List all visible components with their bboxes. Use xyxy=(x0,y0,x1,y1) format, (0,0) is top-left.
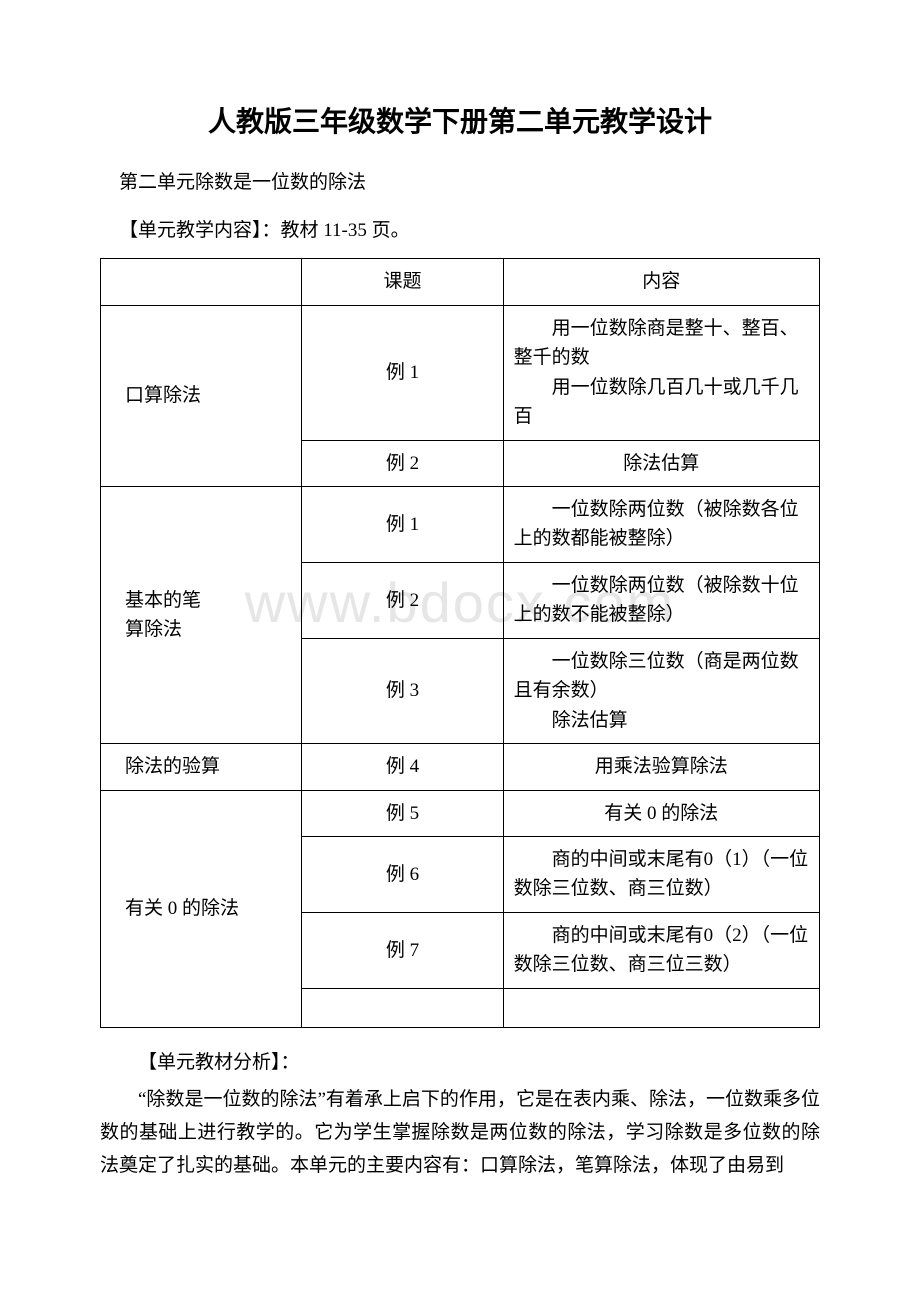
empty-cell xyxy=(503,988,819,1027)
topic-cell: 例 7 xyxy=(302,912,503,988)
unit-outline-table: 课题 内容 口算除法 例 1 用一位数除商是整十、整百、整千的数 用一位数除几百… xyxy=(100,258,820,1027)
content-cell: 用乘法验算除法 xyxy=(503,744,819,790)
analysis-body: “除数是一位数的除法”有着承上启下的作用，它是在表内乘、除法，一位数乘多位数的基… xyxy=(100,1083,820,1183)
empty-cell xyxy=(302,988,503,1027)
header-cell-content: 内容 xyxy=(503,259,819,305)
unit-subtitle: 第二单元除数是一位数的除法 xyxy=(100,166,820,200)
content-cell: 一位数除两位数（被除数十位上的数不能被整除） xyxy=(503,562,819,638)
section-label: 基本的笔 算除法 xyxy=(101,487,302,744)
section-label: 口算除法 xyxy=(101,305,302,486)
table-row: 有关 0 的除法 例 5 有关 0 的除法 xyxy=(101,790,820,836)
section-label: 除法的验算 xyxy=(101,744,302,790)
content-line: 除法估算 xyxy=(514,706,809,735)
content-line: 用一位数除几百几十或几千几百 xyxy=(514,373,809,432)
content-line: 一位数除两位数（被除数各位上的数都能被整除） xyxy=(514,495,809,554)
content-line: 用一位数除商是整十、整百、整千的数 xyxy=(514,314,809,373)
document-page: www.bdocx.com 人教版三年级数学下册第二单元教学设计 第二单元除数是… xyxy=(0,0,920,1302)
section-label: 有关 0 的除法 xyxy=(101,790,302,1027)
header-cell-topic: 课题 xyxy=(302,259,503,305)
topic-cell: 例 6 xyxy=(302,836,503,912)
document-title: 人教版三年级数学下册第二单元教学设计 xyxy=(100,100,820,140)
topic-cell: 例 2 xyxy=(302,562,503,638)
content-line: 商的中间或末尾有0（2）（一位数除三位数、商三位三数） xyxy=(514,921,809,980)
content-cell: 一位数除三位数（商是两位数且有余数） 除法估算 xyxy=(503,638,819,743)
topic-cell: 例 5 xyxy=(302,790,503,836)
content-cell: 商的中间或末尾有0（1）（一位数除三位数、商三位数） xyxy=(503,836,819,912)
table-header-row: 课题 内容 xyxy=(101,259,820,305)
content-line: 一位数除两位数（被除数十位上的数不能被整除） xyxy=(514,571,809,630)
document-content: 人教版三年级数学下册第二单元教学设计 第二单元除数是一位数的除法 【单元教学内容… xyxy=(100,100,820,1183)
unit-content-range: 【单元教学内容】：教材 11-35 页。 xyxy=(100,214,820,248)
header-cell-blank xyxy=(101,259,302,305)
table-row: 口算除法 例 1 用一位数除商是整十、整百、整千的数 用一位数除几百几十或几千几… xyxy=(101,305,820,440)
topic-cell: 例 2 xyxy=(302,440,503,486)
section-label-line: 基本的笔 xyxy=(125,586,291,615)
table-row: 除法的验算 例 4 用乘法验算除法 xyxy=(101,744,820,790)
content-cell: 有关 0 的除法 xyxy=(503,790,819,836)
content-cell: 一位数除两位数（被除数各位上的数都能被整除） xyxy=(503,487,819,563)
table-row: 基本的笔 算除法 例 1 一位数除两位数（被除数各位上的数都能被整除） xyxy=(101,487,820,563)
topic-cell: 例 3 xyxy=(302,638,503,743)
content-line: 商的中间或末尾有0（1）（一位数除三位数、商三位数） xyxy=(514,845,809,904)
topic-cell: 例 1 xyxy=(302,305,503,440)
analysis-heading: 【单元教材分析】： xyxy=(100,1046,820,1079)
topic-cell: 例 4 xyxy=(302,744,503,790)
content-cell: 用一位数除商是整十、整百、整千的数 用一位数除几百几十或几千几百 xyxy=(503,305,819,440)
content-cell: 除法估算 xyxy=(503,440,819,486)
section-label-line: 算除法 xyxy=(125,615,291,644)
content-line: 一位数除三位数（商是两位数且有余数） xyxy=(514,647,809,706)
topic-cell: 例 1 xyxy=(302,487,503,563)
content-cell: 商的中间或末尾有0（2）（一位数除三位数、商三位三数） xyxy=(503,912,819,988)
